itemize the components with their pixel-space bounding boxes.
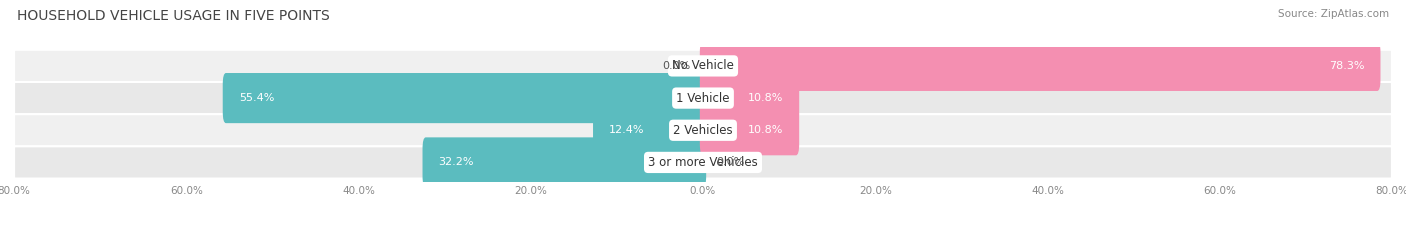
Text: 55.4%: 55.4%: [239, 93, 274, 103]
FancyBboxPatch shape: [423, 137, 706, 188]
Text: 0.0%: 0.0%: [662, 61, 690, 71]
FancyBboxPatch shape: [593, 105, 706, 155]
FancyBboxPatch shape: [14, 146, 1392, 178]
Text: HOUSEHOLD VEHICLE USAGE IN FIVE POINTS: HOUSEHOLD VEHICLE USAGE IN FIVE POINTS: [17, 9, 329, 23]
Text: 32.2%: 32.2%: [439, 158, 474, 168]
Text: 10.8%: 10.8%: [748, 93, 783, 103]
Text: 0.0%: 0.0%: [716, 158, 744, 168]
FancyBboxPatch shape: [14, 50, 1392, 82]
FancyBboxPatch shape: [700, 41, 1381, 91]
Text: 1 Vehicle: 1 Vehicle: [676, 92, 730, 105]
Text: No Vehicle: No Vehicle: [672, 59, 734, 72]
Text: 12.4%: 12.4%: [609, 125, 644, 135]
FancyBboxPatch shape: [222, 73, 706, 123]
Text: 2 Vehicles: 2 Vehicles: [673, 124, 733, 137]
FancyBboxPatch shape: [14, 82, 1392, 114]
FancyBboxPatch shape: [14, 114, 1392, 146]
Text: 10.8%: 10.8%: [748, 125, 783, 135]
FancyBboxPatch shape: [700, 105, 799, 155]
Text: 78.3%: 78.3%: [1329, 61, 1364, 71]
Text: 3 or more Vehicles: 3 or more Vehicles: [648, 156, 758, 169]
FancyBboxPatch shape: [700, 73, 799, 123]
Text: Source: ZipAtlas.com: Source: ZipAtlas.com: [1278, 9, 1389, 19]
